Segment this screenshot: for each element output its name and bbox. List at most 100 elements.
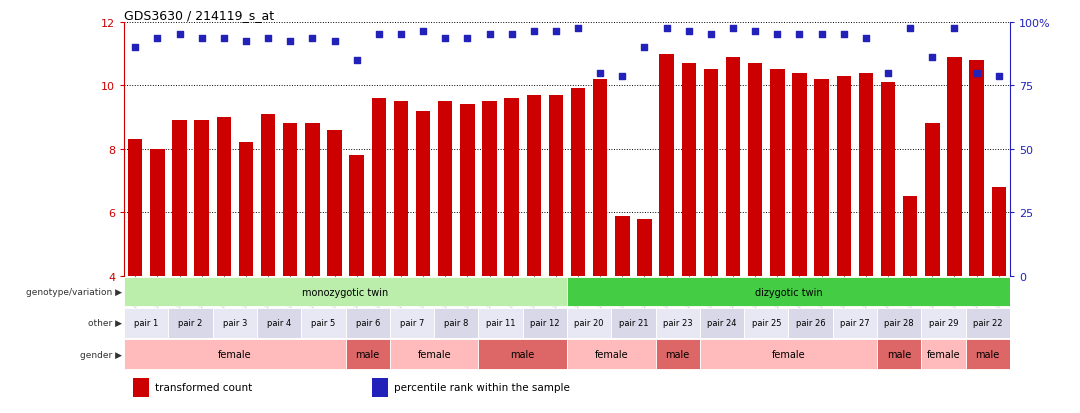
Bar (611, 309, 656, 338)
Point (746, 29, 764, 36)
Bar (744, 309, 788, 338)
Bar (877, 309, 921, 338)
Point (791, 32, 808, 39)
Bar (903, 197, 917, 276)
Bar (124, 277, 567, 306)
Text: pair 24: pair 24 (707, 318, 737, 328)
Bar (434, 309, 478, 338)
Bar (261, 115, 275, 276)
Bar (327, 131, 341, 276)
Point (858, 35, 875, 42)
Text: female: female (594, 349, 629, 359)
Text: transformed count: transformed count (156, 382, 253, 392)
Text: pair 2: pair 2 (178, 318, 203, 328)
Bar (881, 83, 895, 276)
Point (879, 70, 896, 77)
Text: female: female (218, 349, 252, 359)
Bar (656, 309, 700, 338)
Bar (788, 309, 833, 338)
Bar (504, 99, 518, 276)
Text: pair 29: pair 29 (929, 318, 958, 328)
Point (702, 32, 719, 39)
Bar (567, 277, 1010, 306)
Bar (416, 112, 430, 276)
Text: pair 1: pair 1 (134, 318, 159, 328)
Text: monozygotic twin: monozygotic twin (302, 287, 389, 297)
Bar (527, 95, 541, 276)
Text: dizygotic twin: dizygotic twin (755, 287, 822, 297)
Text: genotype/variation ▶: genotype/variation ▶ (26, 287, 122, 297)
Bar (877, 339, 921, 369)
Bar (966, 309, 1010, 338)
Bar (133, 377, 149, 397)
Bar (704, 70, 718, 276)
Text: female: female (417, 349, 451, 359)
Bar (257, 309, 301, 338)
Bar (567, 309, 611, 338)
Text: male: male (975, 349, 1000, 359)
Point (923, 54, 941, 61)
Text: pair 20: pair 20 (575, 318, 604, 328)
Text: pair 3: pair 3 (222, 318, 247, 328)
Point (813, 32, 831, 39)
Point (725, 26, 742, 32)
Point (149, 35, 166, 42)
Bar (837, 76, 851, 276)
Text: pair 22: pair 22 (973, 318, 1002, 328)
Point (348, 57, 365, 64)
Point (126, 45, 144, 51)
Text: GDS3630 / 214119_s_at: GDS3630 / 214119_s_at (124, 9, 274, 21)
Bar (549, 95, 563, 276)
Bar (991, 188, 1005, 276)
Bar (793, 74, 807, 276)
Bar (593, 80, 607, 276)
Bar (616, 216, 630, 276)
Bar (637, 219, 651, 276)
Point (282, 38, 299, 45)
Bar (173, 121, 187, 276)
Point (459, 35, 476, 42)
Point (193, 35, 211, 42)
Point (215, 35, 232, 42)
Bar (966, 339, 1010, 369)
Point (946, 26, 963, 32)
Point (592, 70, 609, 77)
Bar (150, 150, 164, 276)
Text: pair 5: pair 5 (311, 318, 336, 328)
Bar (567, 339, 656, 369)
Text: pair 11: pair 11 (486, 318, 515, 328)
Bar (859, 74, 873, 276)
Point (680, 29, 698, 36)
Bar (213, 309, 257, 338)
Text: male: male (887, 349, 912, 359)
Bar (970, 61, 984, 276)
Text: pair 25: pair 25 (752, 318, 781, 328)
Bar (833, 309, 877, 338)
Bar (390, 339, 478, 369)
Point (436, 35, 454, 42)
Bar (700, 339, 877, 369)
Point (259, 35, 276, 42)
Bar (926, 124, 940, 276)
Point (171, 32, 188, 39)
Text: other ▶: other ▶ (87, 318, 122, 328)
Point (503, 32, 521, 39)
Text: pair 26: pair 26 (796, 318, 825, 328)
Text: pair 27: pair 27 (840, 318, 869, 328)
Point (548, 29, 565, 36)
Point (392, 32, 409, 39)
Point (835, 32, 852, 39)
Point (902, 26, 919, 32)
Text: pair 28: pair 28 (885, 318, 914, 328)
Bar (726, 57, 740, 276)
Bar (129, 140, 143, 276)
Bar (571, 89, 585, 276)
Text: male: male (665, 349, 690, 359)
Point (636, 45, 653, 51)
Bar (124, 309, 168, 338)
Bar (700, 309, 744, 338)
Text: pair 23: pair 23 (663, 318, 692, 328)
Text: percentile rank within the sample: percentile rank within the sample (394, 382, 570, 392)
Bar (921, 309, 966, 338)
Text: gender ▶: gender ▶ (80, 350, 122, 359)
